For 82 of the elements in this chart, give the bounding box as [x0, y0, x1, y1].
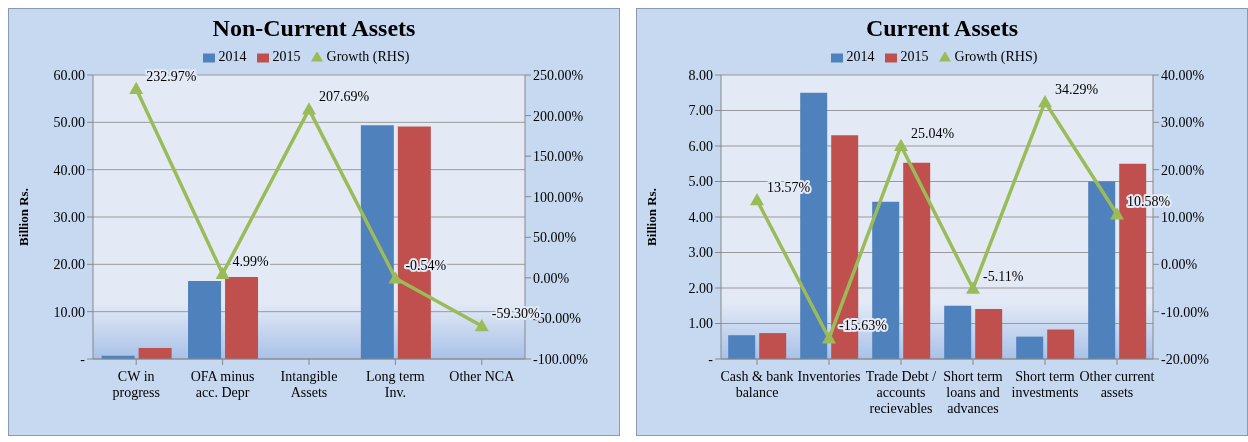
- x-tick-label: CW in progress: [112, 369, 160, 400]
- point: [1110, 207, 1124, 220]
- y-tick-label: 6.00: [688, 138, 713, 154]
- y-tick-label: 5.00: [688, 174, 713, 190]
- y-axis-title: Billion Rs.: [15, 188, 31, 246]
- y2-tick-label: 40.00%: [1161, 67, 1205, 83]
- y-tick-label: 50.00: [53, 115, 85, 131]
- y2-tick-label: 30.00%: [1161, 115, 1205, 131]
- y2-tick-label: 20.00%: [1161, 162, 1205, 178]
- y2-tick-label: 10.00%: [1161, 209, 1205, 225]
- y2-tick-label: 200.00%: [533, 108, 584, 124]
- legend-label: 2014: [218, 49, 247, 64]
- point: [388, 271, 403, 284]
- chart-title: Non-Current Assets: [211, 14, 417, 43]
- y-tick-label: 2.00: [688, 280, 713, 296]
- bar: [1016, 336, 1044, 359]
- bar: [728, 335, 756, 359]
- bar: [1047, 329, 1075, 359]
- data-label: 4.99%: [232, 253, 270, 269]
- y-tick-label: 30.00: [53, 209, 85, 225]
- bar: [759, 333, 787, 359]
- y2-tick-label: 100.00%: [533, 189, 584, 205]
- legend-label: 2015: [900, 49, 929, 64]
- point: [215, 266, 230, 280]
- point: [894, 138, 908, 152]
- bar: [188, 280, 222, 359]
- bar: [138, 348, 172, 359]
- bar: [225, 277, 259, 359]
- bar: [975, 308, 1003, 359]
- x-tick-label: Trade Debt / accounts recievables: [865, 369, 937, 416]
- point: [750, 193, 764, 206]
- data-label: 232.97%: [146, 68, 197, 84]
- point: [129, 81, 144, 95]
- data-label: -0.54%: [405, 258, 447, 274]
- data-label: 207.69%: [319, 89, 370, 105]
- y2-tick-label: -100.00%: [533, 351, 589, 367]
- chart-title: Current Assets: [864, 14, 1020, 43]
- legend-label: Growth (RHS): [326, 49, 410, 64]
- y-tick-label: 20.00: [53, 257, 85, 273]
- y2-tick-label: 150.00%: [533, 149, 584, 165]
- bar: [903, 162, 931, 359]
- bar: [360, 125, 394, 359]
- point: [474, 318, 489, 332]
- y2-tick-label: 0.00%: [533, 270, 570, 286]
- x-tick-label: Short term loans and advances: [943, 369, 1003, 416]
- point: [966, 281, 980, 294]
- point: [822, 331, 836, 344]
- bar: [1088, 181, 1116, 359]
- data-label: 34.29%: [1055, 82, 1099, 98]
- y-tick-label: 8.00: [688, 67, 713, 83]
- y-tick-label: 4.00: [688, 209, 713, 225]
- y-tick-label: 3.00: [688, 245, 713, 261]
- x-tick-label: Cash & bank balance: [720, 369, 794, 400]
- point: [302, 102, 316, 115]
- y-tick-label: 10.00: [53, 304, 85, 320]
- data-label: 25.04%: [911, 125, 955, 141]
- y2-tick-label: -20.00%: [1161, 351, 1210, 367]
- data-label: -5.11%: [983, 268, 1024, 284]
- legend-label: 2014: [846, 49, 875, 64]
- y2-tick-label: 0.00%: [1161, 257, 1198, 273]
- x-tick-label: Short term investments: [1011, 369, 1079, 400]
- point: [1038, 95, 1052, 108]
- y-axis-title: Billion Rs.: [643, 188, 659, 246]
- y2-tick-label: 250.00%: [533, 67, 584, 83]
- y-tick-label: 7.00: [688, 103, 713, 119]
- y2-tick-label: 50.00%: [533, 230, 577, 246]
- bar: [944, 305, 972, 359]
- y-tick-label: 40.00: [53, 162, 85, 178]
- x-tick-label: Other current assets: [1079, 369, 1155, 400]
- data-label: -15.63%: [839, 318, 888, 334]
- y-tick-label: 60.00: [53, 67, 85, 83]
- y-tick-label: -: [708, 351, 714, 367]
- x-tick-label: Intangible Assets: [280, 369, 338, 400]
- x-tick-label: OFA minus acc. Depr: [190, 369, 255, 400]
- x-tick-label: Other NCA: [449, 369, 516, 384]
- y-tick-label: 1.00: [688, 316, 713, 332]
- x-tick-label: Inventories: [797, 369, 861, 384]
- legend-label: Growth (RHS): [954, 49, 1038, 64]
- x-tick-label: Long term Inv.: [366, 369, 425, 400]
- y-tick-label: -: [80, 351, 86, 367]
- legend-label: 2015: [272, 49, 301, 64]
- y2-tick-label: -10.00%: [1161, 304, 1210, 320]
